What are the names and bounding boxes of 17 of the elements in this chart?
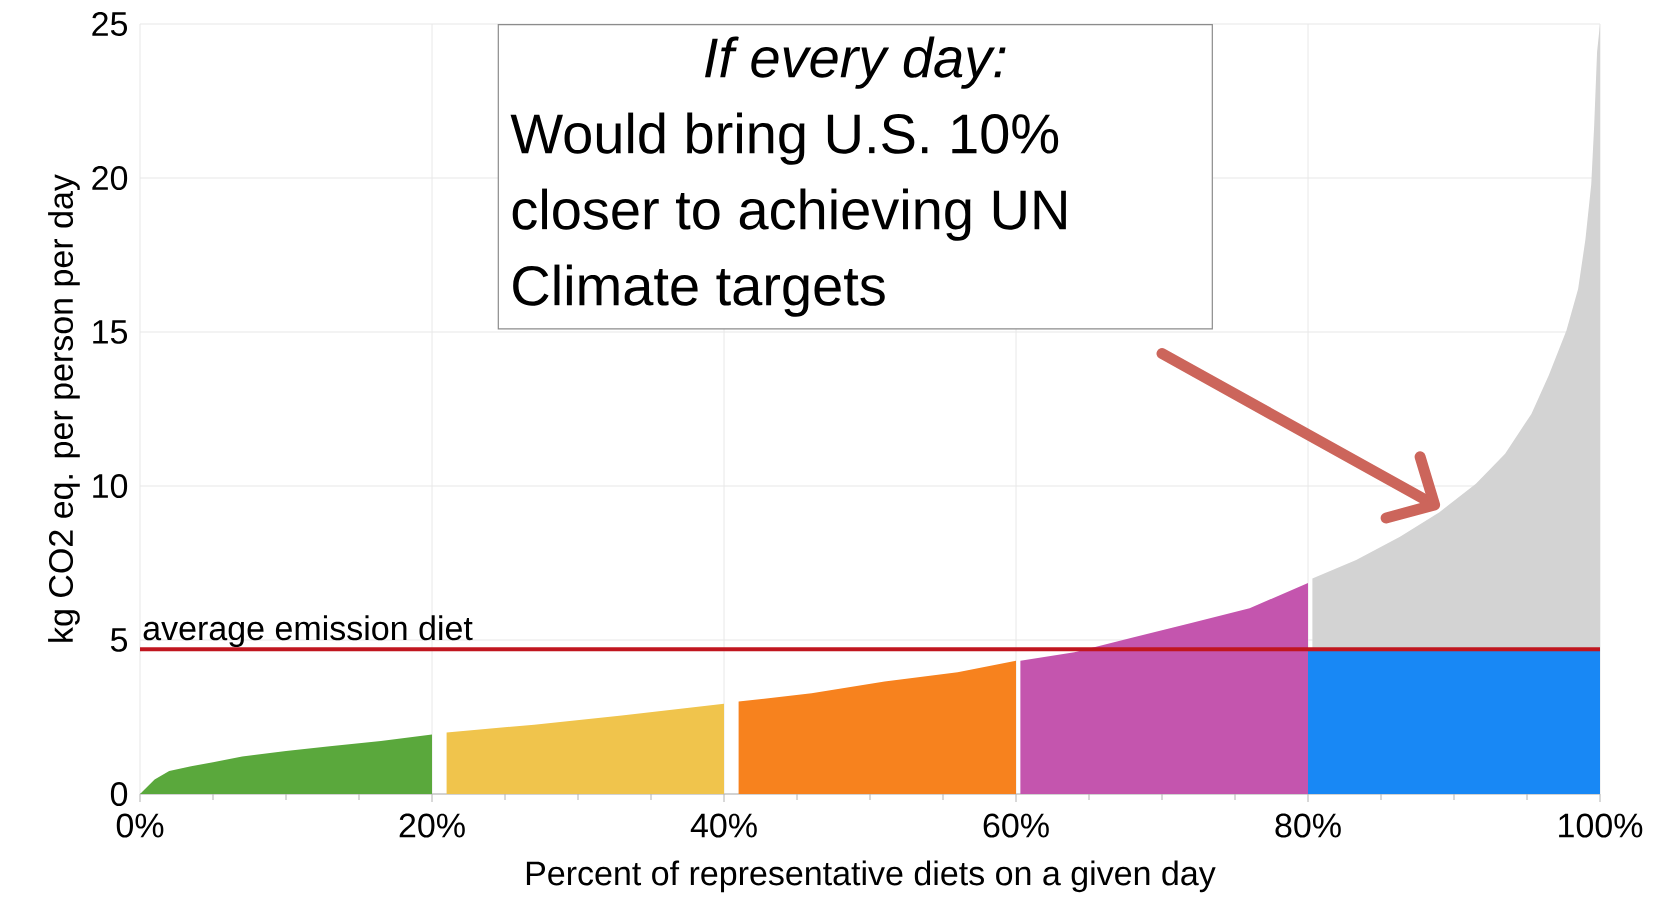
ref-line-label: average emission diet: [143, 615, 473, 648]
y-tick-label: 0: [110, 781, 128, 807]
x-tick-label: 20%: [399, 813, 465, 838]
x-tick-label: 100%: [1559, 813, 1643, 838]
annotation: Would bring U.S. 10% closer to achieving UN Climate targets: [510, 112, 1066, 317]
y-tick-label: 15: [93, 320, 128, 344]
x-axis-title: Percent of representative diets on a given day: [526, 860, 1216, 893]
x-tick-label: 60%: [983, 813, 1049, 838]
x-tick-label: 40%: [690, 813, 757, 838]
x-tick-label: 80%: [1275, 813, 1341, 838]
y-tick-label: 20: [92, 165, 128, 191]
annotation: If every day:: [705, 36, 1006, 89]
y-tick-label: 10: [93, 473, 128, 499]
x-tick-label: 0%: [116, 813, 164, 838]
y-tick-label: 5: [110, 628, 128, 652]
y-tick-label: 25: [92, 11, 128, 37]
y-axis-title: kg CO2 eq. per person per day: [48, 174, 80, 642]
